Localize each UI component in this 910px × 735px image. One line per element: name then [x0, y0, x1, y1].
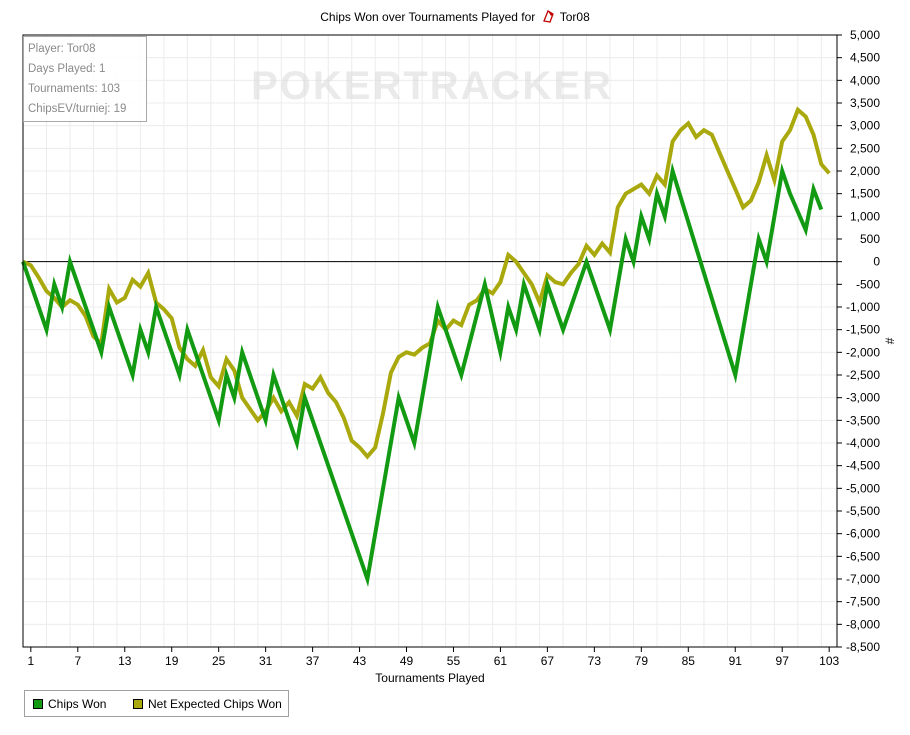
- pokertracker-logo-icon: [542, 10, 555, 26]
- legend-item-chips-won[interactable]: Chips Won: [33, 697, 106, 711]
- y-tick-label: 2,500: [850, 141, 880, 155]
- y-tick-label: -8,500: [846, 640, 880, 654]
- x-tick-label: 1: [27, 654, 34, 668]
- x-tick-label: 55: [447, 654, 461, 668]
- watermark-logo: POKERTRACKER: [251, 64, 613, 108]
- y-tick-label: -6,500: [846, 549, 880, 563]
- y-tick-label: 2,000: [850, 164, 880, 178]
- y-tick-label: -3,500: [846, 413, 880, 427]
- grid-lines: [22, 34, 837, 648]
- x-tick-label: 49: [400, 654, 414, 668]
- legend-swatch-net-expected: [133, 699, 143, 709]
- y-tick-label: 3,000: [850, 119, 880, 133]
- y-tick-label: -5,000: [846, 481, 880, 495]
- x-tick-label: 73: [588, 654, 602, 668]
- y-tick-label: -7,000: [846, 572, 880, 586]
- series-line-net-expected-chips-won: [22, 106, 831, 460]
- legend-label-net-expected: Net Expected Chips Won: [148, 697, 282, 711]
- x-tick-label: 61: [494, 654, 508, 668]
- plot-frame: [22, 34, 838, 648]
- plot-border: [22, 34, 838, 648]
- y-tick-label: -2,500: [846, 368, 880, 382]
- x-tick-label: 43: [353, 654, 367, 668]
- x-tick-label: 103: [819, 654, 839, 668]
- info-tournaments: Tournaments: 103: [28, 83, 121, 95]
- legend-swatch-chips-won: [33, 699, 43, 709]
- x-tick-label: 79: [635, 654, 649, 668]
- x-tick-label: 31: [259, 654, 273, 668]
- y-tick-label: 1,000: [850, 209, 880, 223]
- y-tick-label: -4,000: [846, 436, 880, 450]
- series-line-chips-won: [21, 162, 824, 588]
- y-tick-label: 3,500: [850, 96, 880, 110]
- x-tick-label: 91: [729, 654, 743, 668]
- x-tick-label: 67: [541, 654, 555, 668]
- legend-item-net-expected[interactable]: Net Expected Chips Won: [133, 697, 282, 711]
- y-tick-label: 5,000: [850, 28, 880, 42]
- y-axis-label: #: [882, 337, 897, 345]
- series-layer: [21, 106, 831, 588]
- chart-title: Chips Won over Tournaments Played for To…: [0, 10, 910, 26]
- x-tick-label: 7: [74, 654, 81, 668]
- chart-title-text: Chips Won over Tournaments Played for: [320, 10, 536, 24]
- info-chips-ev: ChipsEV/turniej: 19: [28, 103, 127, 115]
- y-tick-label: -1,000: [846, 300, 880, 314]
- info-player: Player: Tor08: [28, 43, 96, 55]
- x-tick-label: 37: [306, 654, 320, 668]
- y-tick-label: -5,500: [846, 504, 880, 518]
- legend: Chips Won Net Expected Chips Won: [24, 690, 289, 717]
- player-info-box: Player: Tor08 Days Played: 1 Tournaments…: [23, 36, 147, 122]
- legend-label-chips-won: Chips Won: [48, 697, 107, 711]
- y-axis: 5,000 4,500 4,000 3,500 3,000 2,500 2,000 1,500…: [837, 28, 880, 654]
- x-tick-label: 25: [212, 654, 226, 668]
- y-tick-label: 500: [860, 232, 880, 246]
- x-axis: 1 7 13 19 25 31 37 43 49 55 61 67 73 79 85 91 97 103: [27, 647, 840, 668]
- y-tick-label: -7,500: [846, 595, 880, 609]
- info-days-played: Days Played: 1: [28, 63, 106, 75]
- x-tick-label: 13: [118, 654, 132, 668]
- y-tick-label: -500: [856, 277, 880, 291]
- x-tick-label: 85: [682, 654, 696, 668]
- y-tick-label: 4,000: [850, 73, 880, 87]
- x-axis-label: Tournaments Played: [375, 671, 485, 685]
- x-tick-label: 19: [165, 654, 179, 668]
- x-tick-label: 97: [776, 654, 790, 668]
- y-tick-label: -6,000: [846, 527, 880, 541]
- y-tick-label: 0: [873, 255, 880, 269]
- y-tick-label: -2,000: [846, 345, 880, 359]
- y-tick-label: -4,500: [846, 459, 880, 473]
- y-tick-label: -1,500: [846, 323, 880, 337]
- chart-title-player: Tor08: [559, 10, 590, 24]
- y-tick-label: -3,000: [846, 391, 880, 405]
- watermark-layer: POKERTRACKER: [251, 64, 613, 108]
- y-tick-label: 1,500: [850, 187, 880, 201]
- y-tick-label: 4,500: [850, 51, 880, 65]
- y-tick-label: -8,000: [846, 617, 880, 631]
